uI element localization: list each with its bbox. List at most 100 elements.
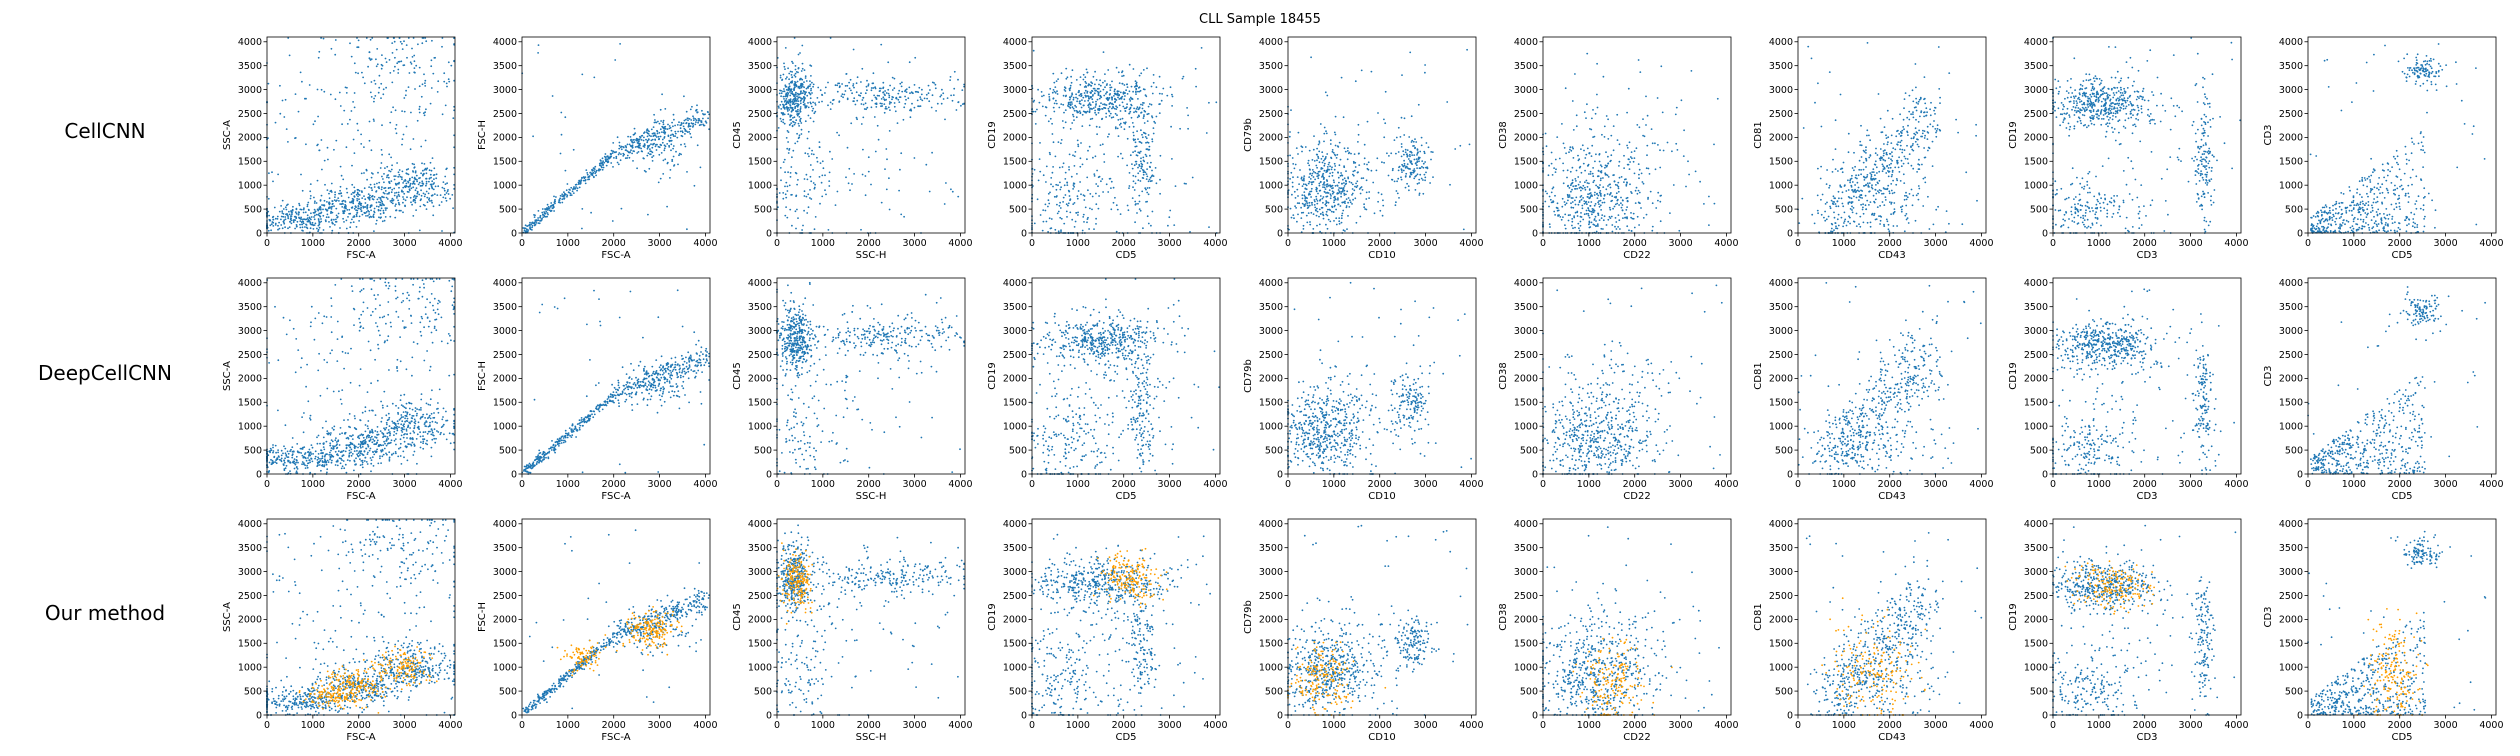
data-point bbox=[1073, 108, 1075, 110]
data-point bbox=[1062, 201, 1064, 203]
data-point bbox=[1058, 211, 1060, 213]
data-point bbox=[449, 198, 451, 200]
data-point bbox=[281, 216, 283, 218]
data-point bbox=[411, 204, 413, 206]
y-tick-label: 1000 bbox=[748, 180, 772, 191]
data-point bbox=[1079, 101, 1081, 103]
data-point bbox=[305, 143, 307, 145]
data-point bbox=[1304, 200, 1306, 202]
data-point bbox=[670, 134, 672, 136]
data-point bbox=[403, 193, 405, 195]
data-point bbox=[381, 186, 383, 188]
data-point bbox=[1587, 193, 1589, 195]
data-point bbox=[1135, 93, 1137, 95]
data-point bbox=[560, 112, 562, 114]
data-point bbox=[1549, 223, 1551, 225]
data-point bbox=[639, 145, 641, 147]
data-point bbox=[671, 122, 673, 124]
data-point bbox=[1048, 203, 1050, 205]
data-point bbox=[806, 174, 808, 176]
data-point bbox=[603, 162, 605, 164]
data-point bbox=[390, 157, 392, 159]
data-point bbox=[1354, 153, 1356, 155]
data-point bbox=[627, 144, 629, 146]
data-point bbox=[1083, 74, 1085, 76]
data-point bbox=[1082, 230, 1084, 232]
data-point bbox=[799, 120, 801, 122]
data-point bbox=[1421, 160, 1423, 162]
data-point bbox=[411, 177, 413, 179]
data-point bbox=[798, 54, 800, 56]
data-point bbox=[914, 157, 916, 159]
data-point bbox=[790, 105, 792, 107]
data-point bbox=[406, 173, 408, 175]
data-point bbox=[1371, 170, 1373, 172]
data-point bbox=[1600, 179, 1602, 181]
data-point bbox=[358, 198, 360, 200]
data-point bbox=[1976, 200, 1978, 202]
data-point bbox=[1610, 135, 1612, 137]
data-point bbox=[1296, 221, 1298, 223]
data-point bbox=[1309, 224, 1311, 226]
data-point bbox=[788, 83, 790, 85]
data-point bbox=[1326, 211, 1328, 213]
data-point bbox=[391, 191, 393, 193]
data-point bbox=[385, 209, 387, 211]
data-point bbox=[1551, 202, 1553, 204]
data-point bbox=[1574, 73, 1576, 75]
data-point bbox=[1612, 231, 1614, 233]
y-tick-label: 1000 bbox=[493, 180, 517, 191]
data-point bbox=[1415, 141, 1417, 143]
data-point bbox=[278, 222, 280, 224]
data-point bbox=[1309, 169, 1311, 171]
data-point bbox=[383, 212, 385, 214]
data-point bbox=[1106, 183, 1108, 185]
data-point bbox=[426, 197, 428, 199]
data-point bbox=[640, 137, 642, 139]
data-point bbox=[883, 87, 885, 89]
data-point bbox=[572, 188, 574, 190]
data-point bbox=[815, 104, 817, 106]
data-point bbox=[1134, 150, 1136, 152]
data-point bbox=[810, 75, 812, 77]
data-point bbox=[323, 91, 325, 93]
data-point bbox=[1424, 177, 1426, 179]
data-point bbox=[428, 188, 430, 190]
data-point bbox=[787, 92, 789, 94]
data-point bbox=[1620, 197, 1622, 199]
data-point bbox=[1640, 207, 1642, 209]
data-point bbox=[1108, 108, 1110, 110]
data-point bbox=[363, 195, 365, 197]
data-point bbox=[1297, 195, 1299, 197]
data-point bbox=[1089, 193, 1091, 195]
data-point bbox=[787, 113, 789, 115]
data-point bbox=[369, 140, 371, 142]
data-point bbox=[954, 71, 956, 73]
data-point bbox=[658, 136, 660, 138]
data-point bbox=[1553, 201, 1555, 203]
data-point bbox=[1561, 206, 1563, 208]
data-point bbox=[1300, 217, 1302, 219]
data-point bbox=[953, 94, 955, 96]
data-point bbox=[1321, 176, 1323, 178]
data-point bbox=[809, 84, 811, 86]
data-point bbox=[340, 186, 342, 188]
data-point bbox=[1325, 171, 1327, 173]
data-point bbox=[1141, 112, 1143, 114]
data-point bbox=[824, 174, 826, 176]
data-point bbox=[652, 160, 654, 162]
data-point bbox=[1604, 215, 1606, 217]
data-point bbox=[280, 219, 282, 221]
data-point bbox=[298, 111, 300, 113]
x-tick-label: 1000 bbox=[1577, 238, 1601, 249]
data-point bbox=[1645, 124, 1647, 126]
data-point bbox=[590, 174, 592, 176]
data-point bbox=[1591, 222, 1593, 224]
data-point bbox=[1093, 173, 1095, 175]
data-point bbox=[881, 105, 883, 107]
y-tick-label: 3500 bbox=[1259, 61, 1283, 72]
data-point bbox=[1621, 207, 1623, 209]
data-point bbox=[890, 102, 892, 104]
data-point bbox=[1638, 190, 1640, 192]
data-point bbox=[881, 202, 883, 204]
